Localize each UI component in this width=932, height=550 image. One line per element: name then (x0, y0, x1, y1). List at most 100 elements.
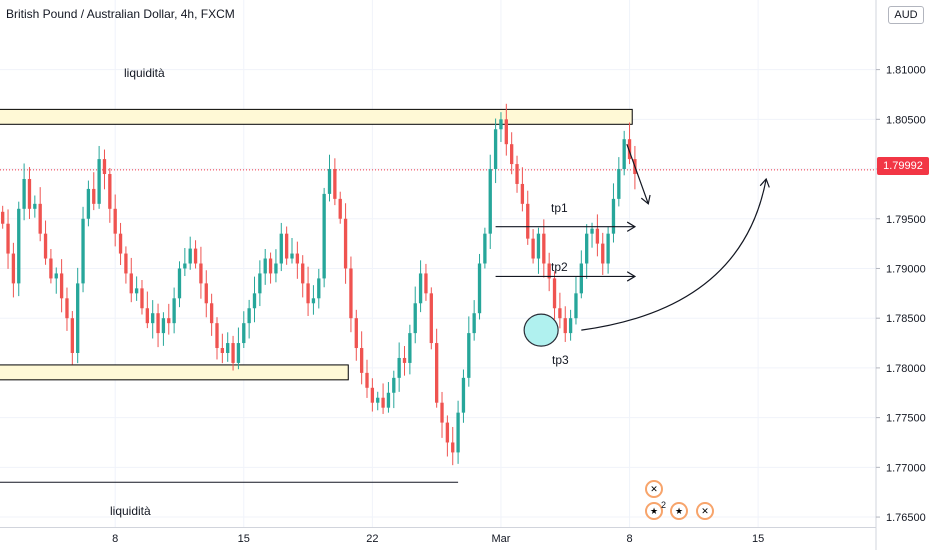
candle (376, 397, 380, 403)
price-tick-label: 1.80500 (886, 114, 926, 126)
candle (301, 263, 305, 284)
candle (418, 273, 423, 304)
candle (397, 357, 401, 378)
candle (536, 233, 541, 259)
candle (488, 169, 492, 234)
price-tick-label: 1.77500 (886, 413, 926, 425)
price-tick-label: 1.78000 (886, 363, 926, 375)
candle (242, 323, 246, 344)
candle (606, 233, 610, 264)
price-axis-panel (876, 0, 932, 550)
candle (413, 303, 417, 334)
candle (520, 183, 525, 204)
tp2-label: tp2 (551, 260, 568, 274)
candle (317, 278, 321, 299)
candle (429, 293, 433, 344)
down-arrow-head (640, 194, 651, 205)
candle (167, 318, 171, 324)
candle (392, 377, 396, 393)
candles (1, 103, 637, 466)
price-tick-label: 1.79000 (886, 263, 926, 275)
candle (370, 387, 375, 403)
level-drawings (0, 108, 876, 483)
candle (434, 343, 439, 403)
candle (43, 233, 48, 259)
candle (33, 203, 37, 209)
liquidity-label-top: liquidità (124, 66, 165, 80)
candle (611, 198, 616, 234)
candle (354, 318, 358, 349)
candle (124, 253, 128, 274)
candle (129, 273, 133, 294)
time-tick-label: 8 (112, 533, 118, 545)
uk-flag-icon[interactable]: ✕ (645, 480, 663, 498)
candle (585, 233, 589, 264)
tp3-label: tp3 (552, 353, 569, 367)
candle (247, 308, 251, 324)
price-tick-label: 1.76500 (886, 512, 926, 524)
candle (617, 169, 621, 199)
projection-curve (581, 178, 767, 331)
candle (49, 258, 53, 279)
candle (145, 308, 150, 324)
candle (349, 268, 353, 319)
candle (134, 288, 139, 294)
australia-flag-icon[interactable]: ★ 2 (645, 500, 666, 520)
candle (188, 248, 192, 264)
candle (59, 273, 64, 299)
candle (531, 238, 535, 259)
candle (274, 263, 278, 274)
candle (408, 333, 412, 363)
candle (483, 233, 487, 264)
candle (108, 174, 112, 209)
candle (515, 164, 519, 184)
candle (86, 188, 91, 219)
candle (568, 318, 573, 334)
candle (226, 343, 230, 353)
candle (1, 211, 5, 224)
tp2-arrow-head (626, 271, 637, 282)
candle (172, 298, 176, 324)
australia-flag-icon[interactable]: ★ (670, 502, 688, 520)
candle (76, 283, 80, 353)
candle (601, 243, 605, 264)
resistance-zone (0, 108, 633, 125)
candle (627, 139, 632, 160)
candle (359, 348, 364, 373)
candle (70, 318, 74, 353)
candle (295, 253, 300, 264)
candle (22, 178, 26, 209)
currency-badge[interactable]: AUD (888, 6, 924, 24)
candle (461, 377, 466, 413)
candle (499, 119, 503, 130)
candle (365, 372, 369, 388)
candle (547, 263, 551, 279)
candle (402, 357, 407, 363)
chart-title: British Pound / Australian Dollar, 4h, F… (6, 7, 235, 21)
time-tick-label: 8 (626, 533, 632, 545)
time-tick-label: Mar (491, 533, 510, 545)
tp1-label: tp1 (551, 201, 568, 215)
candle (552, 278, 557, 309)
candle (456, 412, 460, 453)
candle (38, 203, 42, 234)
price-tick-label: 1.78500 (886, 313, 926, 325)
candle (284, 233, 289, 259)
candle (306, 283, 310, 304)
last-price-label: 1.79992 (877, 157, 929, 175)
candle (113, 208, 117, 234)
price-tick-label: 1.81000 (886, 65, 926, 77)
candle (440, 402, 444, 423)
candle (386, 392, 391, 408)
candle (333, 169, 337, 199)
candle (493, 129, 498, 170)
candle (140, 288, 144, 309)
candle (467, 333, 471, 378)
time-tick-label: 22 (366, 533, 378, 545)
candle (445, 422, 450, 443)
uk-flag-icon[interactable]: ✕ (696, 502, 714, 520)
candle (209, 303, 214, 324)
candle (258, 273, 262, 294)
